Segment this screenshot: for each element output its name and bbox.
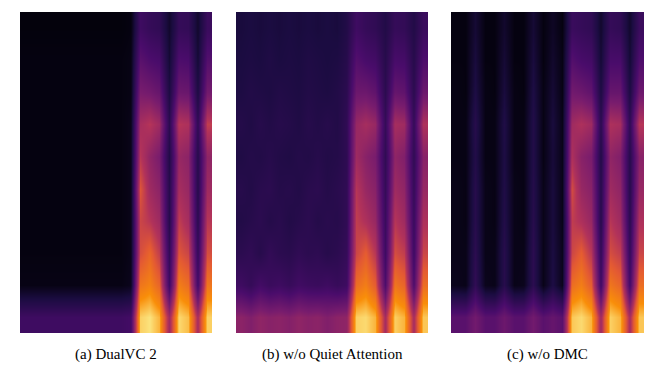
svg-text:(a) DualVC 2: (a) DualVC 2 — [75, 346, 157, 363]
svg-text:(b) w/o Quiet Attention: (b) w/o Quiet Attention — [262, 346, 403, 363]
svg-text:(c) w/o DMC: (c) w/o DMC — [507, 346, 588, 363]
